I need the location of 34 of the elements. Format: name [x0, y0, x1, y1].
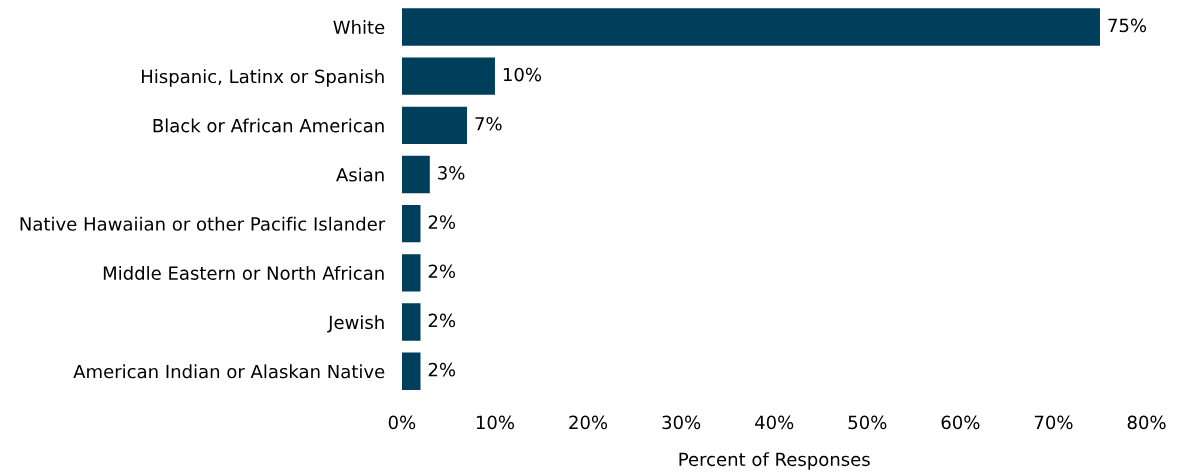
- data-label: 2%: [428, 264, 456, 279]
- x-tick-label: 60%: [941, 415, 980, 430]
- x-tick-label: 20%: [569, 415, 608, 430]
- x-tick-label: 40%: [755, 415, 794, 430]
- bar: [401, 8, 1100, 46]
- x-tick-label: 30%: [662, 415, 701, 430]
- y-tick-label: Asian: [336, 167, 384, 182]
- y-tick-label: American Indian or Alaskan Native: [73, 364, 385, 379]
- data-label: 75%: [1108, 18, 1147, 33]
- y-tick-label: Black or African American: [153, 118, 384, 133]
- bar: [401, 303, 421, 341]
- x-tick-label: 80%: [1127, 415, 1166, 430]
- data-label: 3%: [438, 166, 465, 180]
- data-label: 10%: [503, 67, 542, 82]
- data-label: 2%: [428, 313, 456, 328]
- bar: [401, 254, 421, 292]
- bar: [401, 106, 468, 144]
- x-tick-label: 50%: [848, 415, 887, 430]
- bar: [401, 204, 421, 243]
- x-tick-label: 0%: [388, 415, 416, 430]
- y-tick-label: Jewish: [327, 315, 384, 333]
- x-axis-title: Percent of Responses: [679, 452, 870, 470]
- y-tick-label: Hispanic, Latinx or Spanish: [142, 69, 384, 87]
- x-tick-label: 10%: [476, 415, 515, 430]
- bar: [401, 57, 495, 95]
- data-label: 2%: [428, 215, 456, 229]
- bar: [401, 352, 421, 390]
- data-label: 2%: [428, 362, 456, 377]
- y-tick-label: White: [333, 20, 385, 35]
- data-label: 7%: [475, 116, 502, 131]
- bar: [401, 155, 430, 194]
- x-tick-label: 70%: [1034, 415, 1073, 430]
- y-tick-label: Native Hawaiian or other Pacific Islander: [20, 216, 386, 231]
- y-tick-label: Middle Eastern or North African: [103, 265, 384, 280]
